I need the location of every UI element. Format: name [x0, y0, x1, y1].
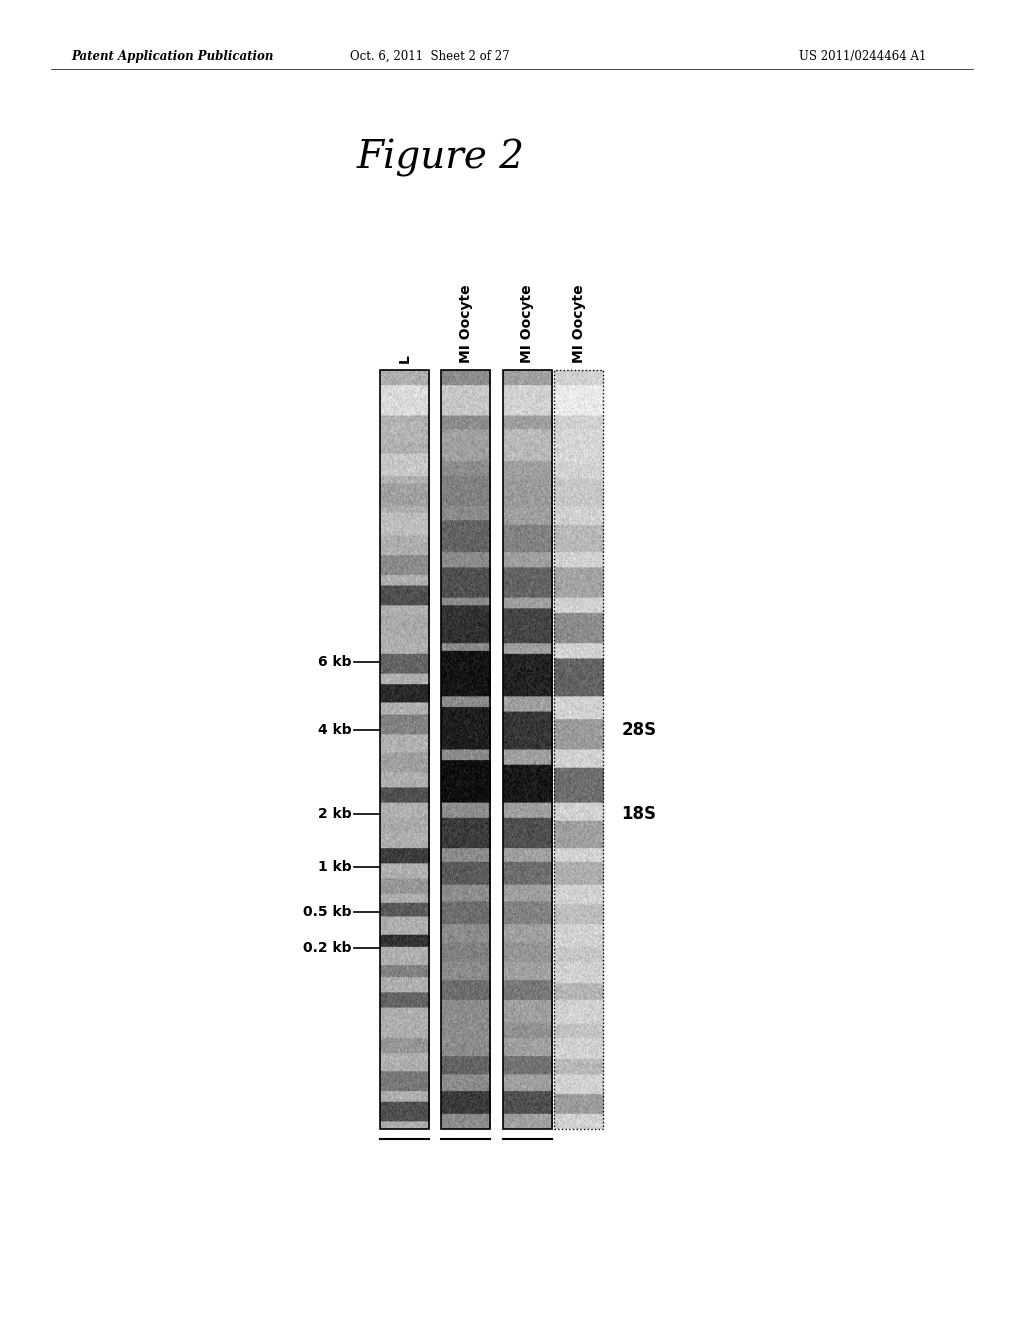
Text: 0.5 kb: 0.5 kb — [303, 906, 351, 919]
Text: 2 kb: 2 kb — [317, 807, 351, 821]
Text: L: L — [397, 354, 412, 363]
Text: MI Oocyte: MI Oocyte — [571, 284, 586, 363]
Text: Figure 2: Figure 2 — [356, 140, 524, 177]
Text: Patent Application Publication: Patent Application Publication — [72, 50, 274, 63]
Text: 6 kb: 6 kb — [317, 655, 351, 669]
Text: 18S: 18S — [622, 805, 656, 822]
Text: MI Oocyte: MI Oocyte — [459, 284, 473, 363]
Text: 0.2 kb: 0.2 kb — [303, 941, 351, 954]
Text: 28S: 28S — [622, 721, 656, 739]
Text: Oct. 6, 2011  Sheet 2 of 27: Oct. 6, 2011 Sheet 2 of 27 — [350, 50, 510, 63]
Bar — [380, 370, 429, 1129]
Bar — [503, 370, 552, 1129]
Text: 1 kb: 1 kb — [317, 859, 351, 874]
Text: MI Oocyte: MI Oocyte — [520, 284, 535, 363]
Bar — [554, 370, 603, 1129]
Text: US 2011/0244464 A1: US 2011/0244464 A1 — [799, 50, 926, 63]
Text: 4 kb: 4 kb — [317, 723, 351, 737]
Bar — [441, 370, 490, 1129]
